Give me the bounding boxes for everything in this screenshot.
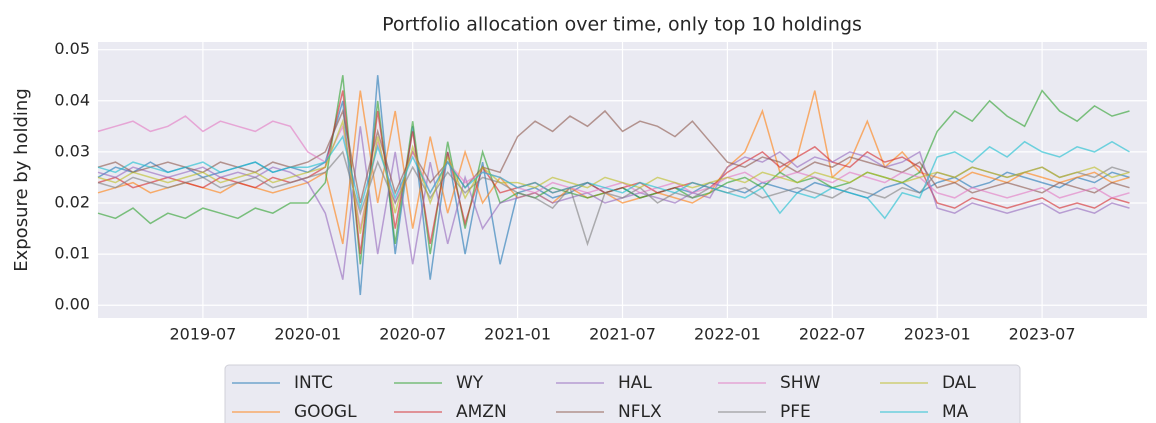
y-tick-label: 0.02	[54, 193, 90, 212]
series-line	[97, 118, 1130, 234]
series-line	[97, 90, 1130, 245]
legend-label: HAL	[618, 373, 652, 393]
legend-label: PFE	[780, 402, 811, 422]
y-tick-label: 0.01	[54, 244, 90, 263]
series-line	[97, 126, 1130, 280]
series-line	[97, 115, 1130, 229]
legend-box	[224, 364, 1021, 423]
x-tick-label: 2022-07	[799, 325, 866, 344]
legend-label: AMZN	[456, 402, 507, 422]
x-tick-label: 2023-07	[1009, 325, 1076, 344]
y-tick-label: 0.04	[54, 90, 90, 109]
legend-label: WY	[456, 373, 484, 393]
x-tick-label: 2020-01	[274, 325, 341, 344]
legend-label: INTC	[294, 373, 333, 393]
chart-title: Portfolio allocation over time, only top…	[382, 14, 862, 36]
x-tick-label: 2022-01	[694, 325, 761, 344]
x-tick-label: 2020-07	[379, 325, 446, 344]
series-line	[97, 134, 1130, 220]
legend-label: DAL	[942, 373, 976, 393]
y-tick-label: 0.03	[54, 141, 90, 160]
legend-label: MA	[942, 402, 969, 422]
x-tick-label: 2023-01	[904, 325, 971, 344]
series-line	[97, 108, 1130, 204]
x-tick-label: 2021-01	[484, 325, 551, 344]
y-tick-label: 0.00	[54, 295, 90, 314]
x-tick-label: 2021-07	[589, 325, 656, 344]
legend-label: NFLX	[618, 402, 662, 422]
y-tick-label: 0.05	[54, 39, 90, 58]
y-axis-label: Exposure by holding	[11, 88, 32, 272]
legend-label: GOOGL	[294, 402, 357, 422]
legend-label: SHW	[780, 373, 821, 393]
x-tick-label: 2019-07	[169, 325, 236, 344]
